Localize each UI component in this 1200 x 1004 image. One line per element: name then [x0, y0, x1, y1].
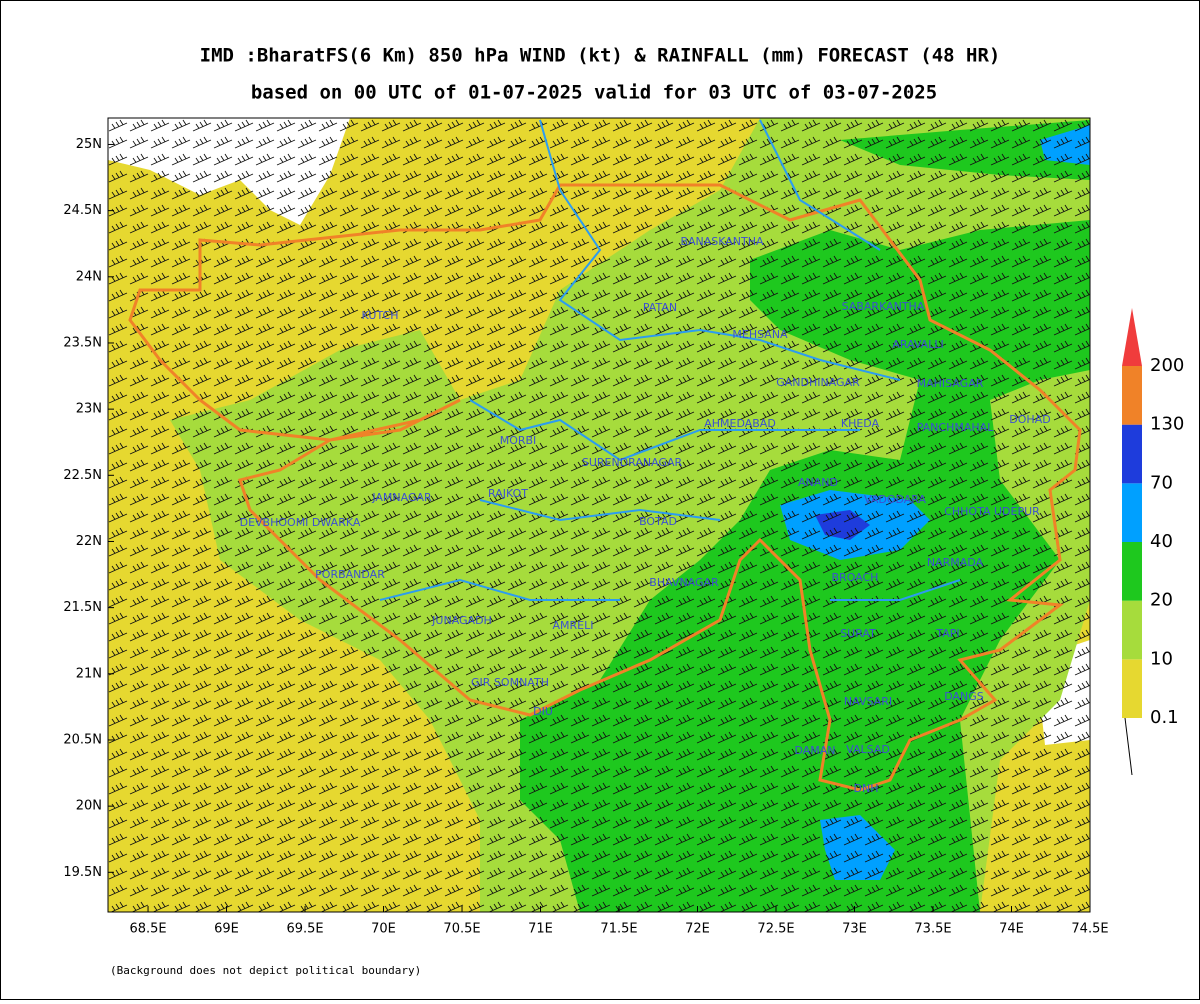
- legend-swatch: [1122, 366, 1142, 425]
- legend-swatch: [1122, 308, 1142, 366]
- district-label: KUTCH: [362, 309, 399, 322]
- district-label: CHHOTA UDEPUR: [944, 505, 1040, 518]
- map-frame: [107, 117, 1091, 913]
- x-tick-label: 72.5E: [757, 922, 794, 937]
- district-label: MEHSANA: [732, 328, 788, 341]
- district-label: DAMAN: [794, 744, 835, 757]
- x-tick-label: 72E: [685, 922, 710, 937]
- y-tick-label: 24N: [76, 269, 102, 284]
- subtitle: based on 00 UTC of 01-07-2025 valid for …: [251, 82, 937, 104]
- x-tick-label: 70E: [371, 922, 396, 937]
- y-tick-label: 20.5N: [63, 732, 102, 747]
- y-tick-label: 22.5N: [63, 468, 102, 483]
- district-label: BHAVNAGAR: [649, 576, 719, 589]
- district-label: AMRELI: [553, 619, 594, 632]
- district-label: DIU: [533, 705, 553, 718]
- district-label: JAMNAGAR: [371, 491, 432, 504]
- y-tick-label: 25N: [76, 137, 102, 152]
- legend-label: 130: [1150, 414, 1184, 435]
- x-tick-label: 69E: [214, 922, 239, 937]
- district-label: BROACH: [832, 571, 879, 584]
- district-label: DOHAD: [1009, 413, 1050, 426]
- legend-swatch: [1122, 424, 1142, 484]
- map-field: [108, 118, 1090, 912]
- x-tick-label: 73E: [842, 922, 867, 937]
- x-tick-label: 71E: [528, 922, 553, 937]
- y-tick-label: 21N: [76, 666, 102, 681]
- legend-label: 20: [1150, 590, 1173, 611]
- state-boundary: [128, 183, 1082, 792]
- x-tick-label: 73.5E: [914, 922, 951, 937]
- x-tick-label: 74.5E: [1071, 922, 1108, 937]
- y-tick-label: 22N: [76, 534, 102, 549]
- district-label: KHEDA: [841, 417, 880, 430]
- legend-label: 10: [1150, 648, 1173, 669]
- district-label: PANCHMAHAL: [917, 421, 994, 434]
- district-label: MAHISAGAR: [917, 377, 984, 390]
- legend-swatch: [1122, 542, 1142, 601]
- district-label: GIR SOMNATH: [471, 676, 549, 689]
- x-tick-label: 68.5E: [129, 922, 166, 937]
- x-tick-label: 69.5E: [286, 922, 323, 937]
- district-label: PATAN: [643, 301, 677, 314]
- district-label: VALSAD: [846, 743, 890, 756]
- district-label: SABARKANTHA: [842, 300, 925, 313]
- district-label: ARAVALLI: [892, 338, 943, 351]
- district-label: AHMEDABAD: [704, 417, 776, 430]
- district-label: NARMADA: [927, 556, 984, 569]
- district-label: MORBI: [500, 434, 537, 447]
- y-tick-label: 23.5N: [63, 335, 102, 350]
- district-label: SURENDRANAGAR: [582, 456, 683, 469]
- legend-swatch: [1122, 483, 1142, 542]
- district-label: BANASKANTHA: [680, 235, 764, 248]
- district-label: SURAT: [840, 627, 876, 640]
- district-label: JUNAGADH: [431, 614, 492, 627]
- x-tick-label: 74E: [999, 922, 1024, 937]
- district-label: BOTAD: [639, 515, 677, 528]
- legend-label: 0.1: [1150, 707, 1179, 728]
- district-label: GANDHINAGAR: [776, 376, 860, 389]
- legend-label: 70: [1150, 472, 1173, 493]
- legend-swatch: [1122, 659, 1142, 718]
- district-label: VADODARA: [864, 493, 926, 506]
- district-label: TAPI: [935, 627, 959, 640]
- district-label: DNH: [854, 782, 879, 795]
- district-label: DANGS: [944, 690, 984, 703]
- title: IMD :BharatFS(6 Km) 850 hPa WIND (kt) & …: [200, 45, 1001, 67]
- y-tick-label: 24.5N: [63, 203, 102, 218]
- district-label: NAVSARI: [844, 695, 892, 708]
- district-boundary: [379, 119, 961, 601]
- footnote: (Background does not depict political bo…: [110, 964, 421, 977]
- y-tick-label: 21.5N: [63, 600, 102, 615]
- y-tick-label: 23N: [76, 402, 102, 417]
- y-tick-label: 19.5N: [63, 865, 102, 880]
- x-tick-label: 70.5E: [443, 922, 480, 937]
- legend-label: 200: [1150, 355, 1184, 376]
- district-label: PORBANDAR: [315, 568, 385, 581]
- x-tick-label: 71.5E: [600, 922, 637, 937]
- district-label: RAJKOT: [488, 487, 528, 500]
- y-tick-label: 20N: [76, 799, 102, 814]
- legend-label: 40: [1150, 531, 1173, 552]
- legend-tail: [1124, 717, 1133, 776]
- legend-swatch: [1122, 600, 1142, 660]
- district-label: DEVBHOOMI DWARKA: [240, 516, 361, 529]
- district-label: ANAND: [798, 476, 838, 489]
